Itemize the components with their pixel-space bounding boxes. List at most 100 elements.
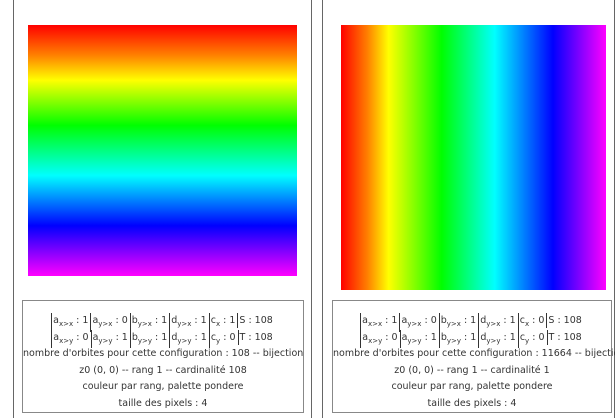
term-value: 1 (200, 315, 207, 326)
term-symbol: T (548, 331, 555, 343)
term-symbol: c (519, 331, 526, 343)
info-line: couleur par rang, palette pondere (391, 381, 553, 392)
term: by>y : 1 (438, 329, 478, 349)
term-value: 1 (229, 315, 236, 326)
term-symbol: S (548, 315, 555, 326)
term-value: 0 (82, 331, 89, 343)
term: cy : 0 (208, 329, 238, 349)
term-symbol: b (440, 315, 447, 326)
term: cx : 0 (517, 313, 547, 332)
term: by>x : 1 (129, 313, 169, 332)
info-line: couleur par rang, palette pondere (82, 381, 244, 392)
term: ax>y : 0 (51, 329, 90, 349)
term-subscript: y (525, 336, 530, 345)
term-value: 0 (121, 315, 128, 326)
term-value: 1 (161, 315, 168, 326)
term: ax>x : 1 (360, 313, 399, 332)
term-subscript: y (216, 336, 221, 345)
term-value: 1 (82, 315, 89, 326)
term-symbol: a (53, 315, 59, 326)
term-subscript: y>y (446, 336, 462, 345)
term-value: 1 (430, 331, 437, 343)
term-subscript: x (215, 319, 221, 328)
term-symbol: d (171, 315, 178, 326)
term-value: 0 (538, 331, 545, 343)
term: dy>y : 1 (478, 329, 517, 349)
term-value: 0 (538, 315, 545, 326)
term-symbol: a (401, 315, 408, 326)
term-symbol: d (480, 331, 487, 343)
term: cy : 0 (517, 329, 547, 349)
term-subscript: y>y (486, 336, 501, 345)
term-subscript: x>x (59, 319, 74, 328)
term-subscript: y>y (98, 336, 113, 345)
term: T : 108 (237, 329, 273, 345)
term-subscript: y>x (486, 319, 501, 328)
term-subscript: y>x (407, 319, 422, 328)
term-value: 0 (430, 315, 437, 326)
term-symbol: b (131, 315, 138, 326)
term: ay>x : 0 (90, 313, 129, 332)
term-value: 108 (254, 315, 273, 326)
info-line: z0 (0, 0) -- rang 1 -- cardinalité 1 (394, 364, 550, 376)
gradient-image (28, 25, 297, 276)
term-symbol: a (362, 315, 368, 326)
term-value: 1 (509, 315, 516, 326)
term-symbol: d (480, 315, 487, 326)
term: ay>y : 1 (399, 329, 439, 349)
term-value: 1 (161, 331, 168, 343)
info-line: taille des pixels : 4 (118, 397, 208, 409)
term-symbol: d (171, 331, 178, 343)
info-line: z0 (0, 0) -- rang 1 -- cardinalité 108 (79, 364, 247, 376)
term: dy>y : 1 (169, 329, 208, 349)
term-value: 0 (229, 331, 236, 343)
term: dy>x : 1 (169, 313, 208, 332)
term: S : 108 (546, 313, 582, 328)
term-value: 1 (509, 331, 516, 343)
term-symbol: b (131, 331, 138, 343)
term-subscript: x>x (368, 319, 383, 328)
term-subscript: y>x (137, 319, 152, 328)
term: ax>y : 0 (360, 329, 399, 349)
info-line: taille des pixels : 4 (427, 397, 517, 409)
term: by>y : 1 (129, 329, 169, 349)
term-subscript: x (524, 319, 530, 328)
term-value: 0 (391, 331, 398, 343)
term-symbol: c (210, 331, 217, 343)
term-symbol: S (239, 315, 246, 326)
term-value: 1 (121, 331, 128, 343)
term-subscript: y>x (446, 319, 461, 328)
gradient-image (341, 25, 606, 290)
term-symbol: c (519, 315, 525, 326)
term-symbol: a (92, 331, 99, 343)
term-symbol: a (92, 315, 99, 326)
term-value: 108 (563, 315, 582, 326)
info-line: nombre d'orbites pour cette configuratio… (333, 348, 615, 359)
term-subscript: y>x (98, 319, 113, 328)
term-value: 1 (200, 331, 207, 343)
term: T : 108 (546, 329, 582, 345)
term-value: 1 (391, 315, 398, 326)
term: by>x : 1 (438, 313, 478, 332)
term-symbol: a (401, 331, 408, 343)
term-symbol: c (210, 315, 216, 326)
term: ay>y : 1 (90, 329, 130, 349)
term: S : 108 (237, 313, 273, 328)
term-subscript: y>y (177, 336, 192, 345)
term-symbol: b (440, 331, 447, 343)
info-line: nombre d'orbites pour cette configuratio… (23, 348, 304, 359)
term-subscript: x>y (59, 336, 74, 345)
term-subscript: y>y (137, 336, 153, 345)
term-subscript: y>y (407, 336, 422, 345)
term-value: 108 (563, 331, 582, 343)
term: ay>x : 0 (399, 313, 438, 332)
term-value: 1 (470, 331, 477, 343)
term-value: 1 (470, 315, 477, 326)
